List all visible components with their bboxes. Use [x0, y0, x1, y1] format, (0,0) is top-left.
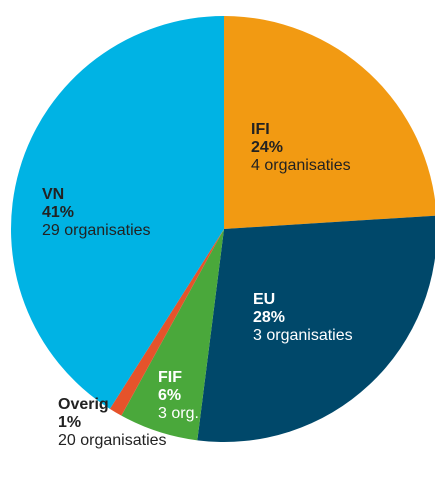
slice-percent: 41%	[42, 204, 74, 221]
slice-detail: 20 organisaties	[58, 432, 167, 449]
slice-name: FIF	[158, 369, 182, 386]
slice-name: IFI	[251, 121, 270, 138]
slice-percent: 24%	[251, 139, 283, 156]
slice-name: VN	[42, 186, 64, 203]
slice-percent: 28%	[253, 309, 285, 326]
slice-detail: 29 organisaties	[42, 222, 151, 239]
slice-name: EU	[253, 291, 275, 308]
pie-slice	[10, 16, 225, 409]
pie-slice	[224, 16, 435, 229]
slice-detail: 3 organisaties	[253, 327, 353, 344]
pie-slice	[121, 229, 224, 441]
pie-slice	[109, 229, 224, 416]
slice-percent: 1%	[58, 414, 81, 431]
slice-detail: 3 org.	[158, 405, 199, 422]
slice-percent: 6%	[158, 387, 181, 404]
slice-detail: 4 organisaties	[251, 157, 351, 174]
pie-slice	[197, 215, 435, 442]
slice-name: Overig	[58, 396, 109, 413]
